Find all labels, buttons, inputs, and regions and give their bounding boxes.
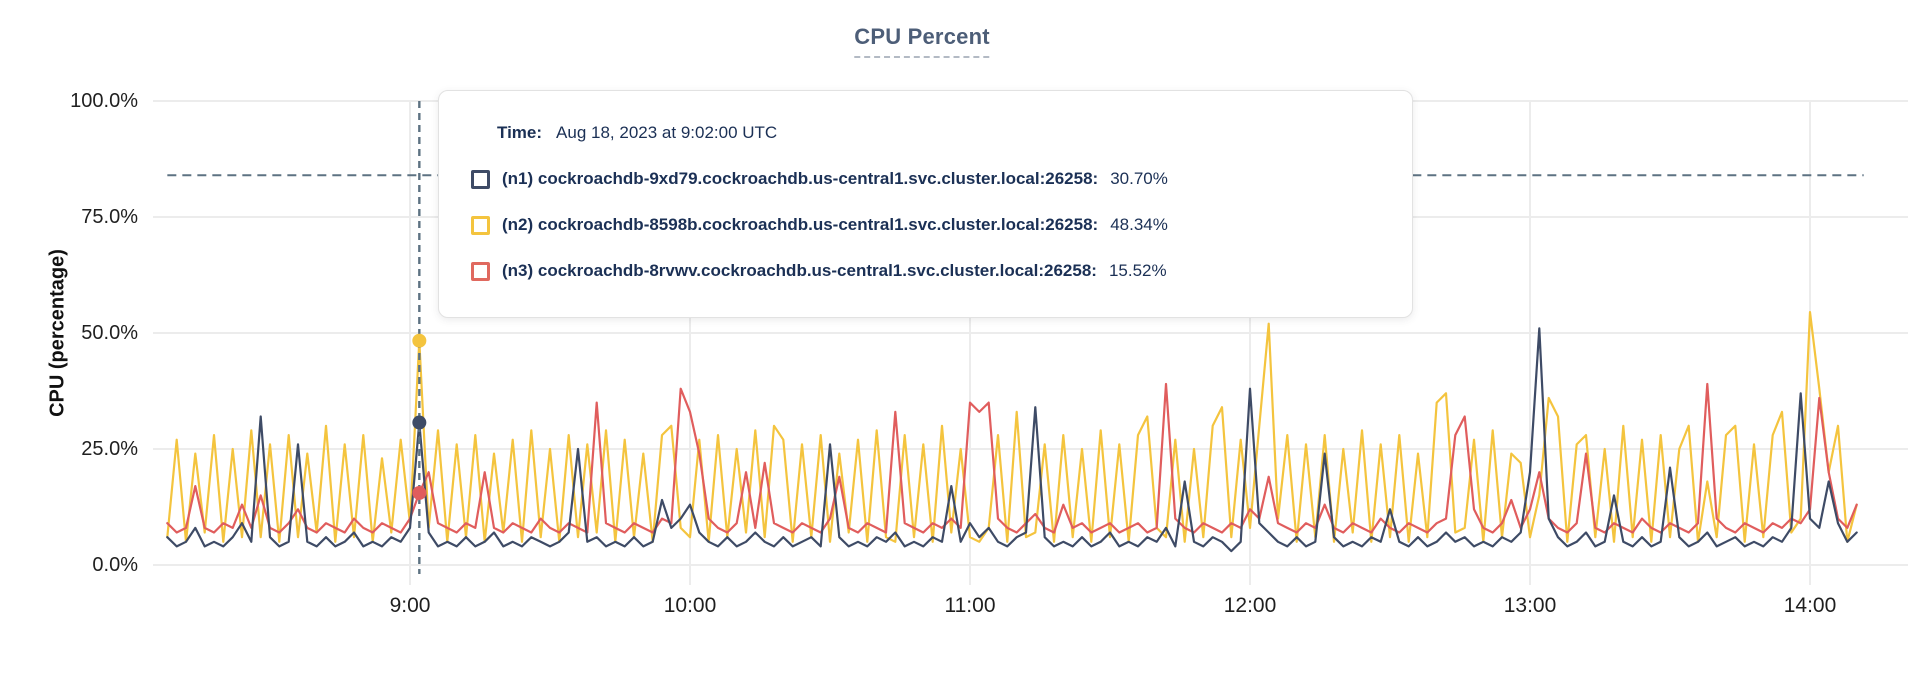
y-tick-label: 25.0% [81, 438, 138, 460]
series-name: (n2) cockroachdb-8598b.cockroachdb.us-ce… [502, 215, 1099, 234]
series-value: 48.34% [1110, 215, 1168, 234]
x-tick-label: 14:00 [1783, 594, 1837, 617]
series-value: 15.52% [1108, 261, 1167, 280]
series-name: (n1) cockroachdb-9xd79.cockroachdb.us-ce… [502, 169, 1099, 188]
chart-tooltip: Time: Aug 18, 2023 at 9:02:00 UTC (n1) co… [438, 90, 1413, 318]
series-swatch-icon [471, 169, 490, 189]
series-line-n1 [166, 327, 1858, 553]
y-tick-label: 50.0% [81, 322, 138, 344]
y-tick-label: 0.0% [92, 554, 138, 576]
tooltip-series-rows: (n1) cockroachdb-9xd79.cockroachdb.us-ce… [471, 167, 1388, 283]
tooltip-series-row-n2: (n2) cockroachdb-8598b.cockroachdb.us-ce… [471, 213, 1388, 237]
series-swatch-icon [471, 215, 490, 235]
x-tick-label: 13:00 [1503, 594, 1557, 617]
x-tick-label: 10:00 [663, 594, 717, 617]
hover-dot-n2 [412, 333, 427, 348]
chart-title: CPU Percent [854, 24, 990, 58]
tooltip-series-row-n3: (n3) cockroachdb-8rvwv.cockroachdb.us-ce… [471, 259, 1388, 283]
tooltip-time-row: Time: Aug 18, 2023 at 9:02:00 UTC [497, 121, 1388, 145]
tooltip-time-value: Aug 18, 2023 at 9:02:00 UTC [556, 123, 778, 142]
tooltip-time-label: Time: [497, 123, 543, 142]
tooltip-series-row-n1: (n1) cockroachdb-9xd79.cockroachdb.us-ce… [471, 167, 1388, 191]
hover-dot-n1 [412, 415, 427, 430]
series-value: 30.70% [1110, 169, 1168, 188]
y-tick-label: 75.0% [81, 206, 138, 228]
series-line-n3 [166, 382, 1858, 534]
series-line-n2 [166, 311, 1858, 543]
x-tick-label: 11:00 [944, 594, 996, 617]
y-tick-label: 100.0% [70, 90, 138, 112]
series-swatch-icon [471, 261, 490, 281]
x-tick-label: 9:00 [389, 594, 431, 617]
x-tick-label: 12:00 [1223, 594, 1277, 617]
series-name: (n3) cockroachdb-8rvwv.cockroachdb.us-ce… [502, 261, 1097, 280]
hover-dot-n3 [412, 485, 427, 500]
